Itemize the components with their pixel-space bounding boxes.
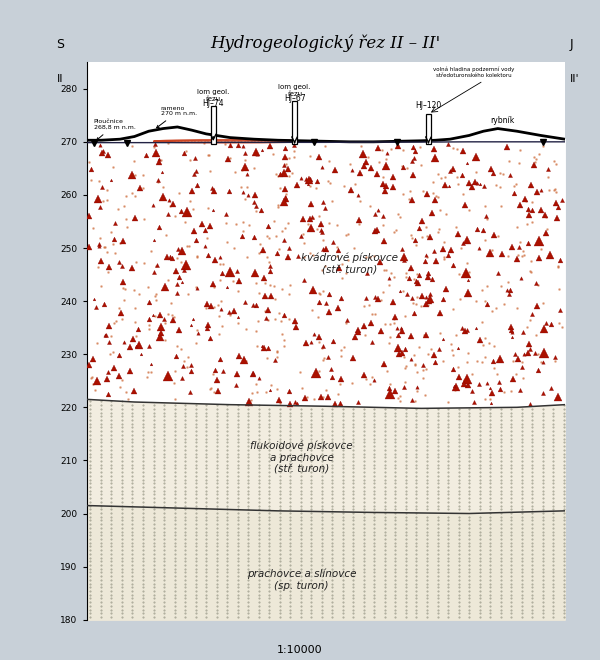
Text: II: II	[57, 75, 64, 84]
Text: lom geol.
řezu: lom geol. řezu	[278, 84, 311, 96]
Text: kvádrové pískovce
(stř. turon): kvádrové pískovce (stř. turon)	[301, 253, 398, 275]
Text: volná hladina podzemní vody
středoturonského kolektoru: volná hladina podzemní vody středoturons…	[433, 67, 515, 78]
Bar	[426, 114, 431, 144]
Text: 1:10000: 1:10000	[277, 645, 323, 655]
Text: HJ–120: HJ–120	[415, 101, 442, 110]
Bar	[211, 106, 215, 144]
Text: II': II'	[569, 75, 579, 84]
Text: J: J	[569, 38, 573, 51]
Text: HJ–74: HJ–74	[202, 100, 224, 108]
Text: prachovce a slínovce
(sp. turon): prachovce a slínovce (sp. turon)	[247, 569, 356, 591]
Bar	[292, 101, 297, 144]
Text: flukoidové pískovce
a prachovce
(stř. turon): flukoidové pískovce a prachovce (stř. tu…	[250, 441, 353, 475]
Ellipse shape	[154, 140, 307, 143]
Text: S: S	[56, 38, 64, 51]
Text: lom geol.
řezu: lom geol. řezu	[197, 88, 229, 102]
Text: rameno
270 m n.m.: rameno 270 m n.m.	[157, 106, 197, 128]
Text: rybník: rybník	[490, 116, 515, 125]
Title: Hydrogeologický řez II – II': Hydrogeologický řez II – II'	[211, 35, 441, 52]
Text: HJ–67: HJ–67	[284, 94, 305, 104]
Text: Ploučnice
268,8 m n.m.: Ploučnice 268,8 m n.m.	[94, 119, 136, 140]
